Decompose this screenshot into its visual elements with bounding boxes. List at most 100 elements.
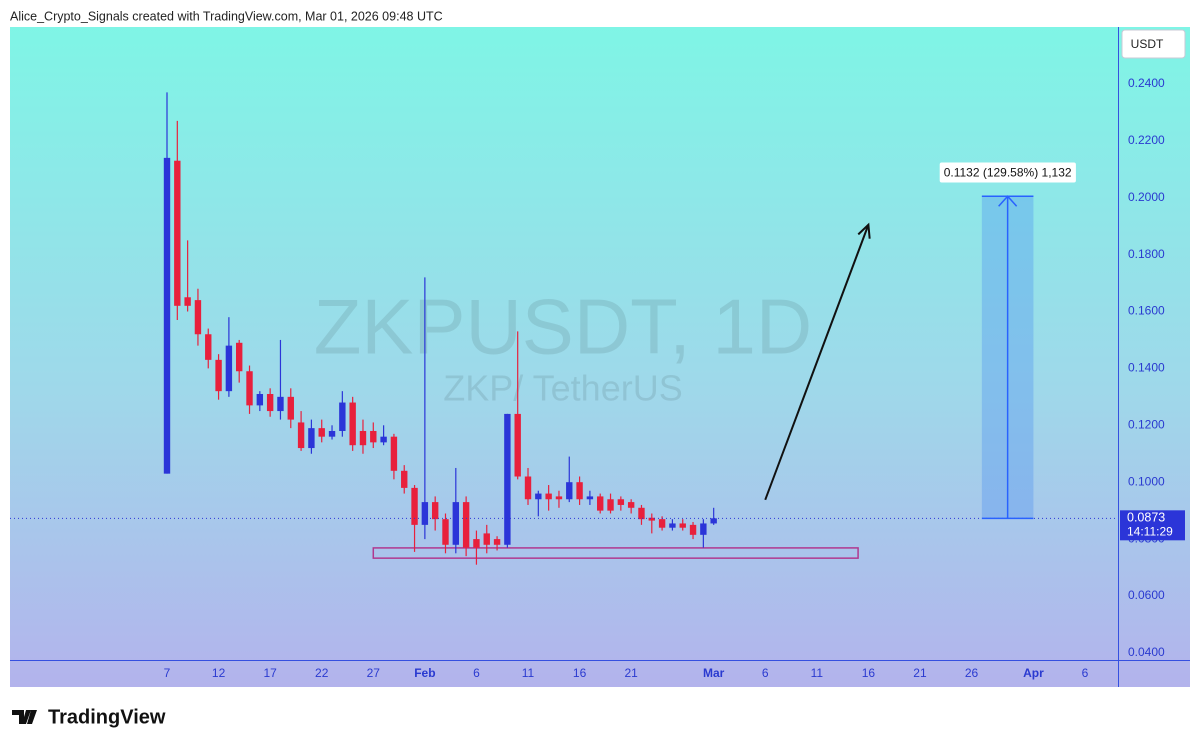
y-tick-label: 0.1600 — [1128, 304, 1165, 318]
y-tick-label: 0.2200 — [1128, 133, 1165, 147]
candle — [473, 530, 480, 565]
candle — [700, 519, 707, 548]
x-tick-label: Apr — [1023, 666, 1044, 680]
unit-box — [1121, 29, 1186, 59]
candle-body — [669, 523, 676, 528]
y-tick-label: 0.0600 — [1128, 588, 1165, 602]
candle — [297, 411, 305, 451]
candle-body — [256, 393, 264, 406]
candle-body — [359, 430, 367, 446]
candle-body — [277, 396, 284, 412]
x-tick-label: 22 — [315, 666, 329, 680]
candle-body — [555, 496, 563, 500]
candle-body — [401, 470, 408, 488]
candle — [318, 419, 325, 443]
candle — [483, 524, 490, 554]
candle — [452, 467, 460, 554]
candle — [308, 419, 315, 454]
candle-body — [576, 482, 583, 500]
y-tick-label: 0.2400 — [1128, 76, 1165, 90]
candle-body — [473, 539, 480, 548]
candle-body — [308, 428, 315, 449]
measure-label: 0.1132 (129.58%) 1,132 — [944, 165, 1072, 179]
candle-body — [627, 502, 635, 508]
measure-label-box — [939, 162, 1076, 183]
x-tick-label: 21 — [624, 666, 638, 680]
candle-body — [597, 496, 604, 511]
candle — [648, 513, 655, 534]
x-tick-label: 11 — [811, 666, 824, 680]
x-tick-label: 21 — [913, 666, 927, 680]
candle-body — [328, 430, 336, 437]
candle — [401, 465, 408, 494]
candle-body — [514, 413, 521, 477]
x-tick-label: 6 — [473, 666, 480, 680]
candle — [205, 328, 212, 369]
candle — [194, 288, 202, 346]
watermark-subtitle: ZKP/ TetherUS — [443, 368, 682, 409]
candle-body — [452, 502, 460, 545]
candle-body — [266, 393, 274, 412]
x-tick-label: 17 — [263, 666, 277, 680]
x-tick-label: Feb — [414, 666, 435, 680]
candle-body — [638, 507, 645, 520]
y-tick-label: 0.2000 — [1128, 190, 1165, 204]
candle — [163, 92, 171, 474]
header: Alice_Crypto_Signals created with Tradin… — [10, 9, 443, 23]
candle — [504, 413, 511, 548]
candle-body — [349, 402, 356, 446]
x-tick-label: 16 — [862, 666, 876, 680]
x-tick-label: 7 — [164, 666, 171, 680]
candle — [431, 496, 439, 531]
logo-text: TradingView — [48, 706, 166, 728]
candle — [359, 419, 367, 454]
price-label-box — [1120, 510, 1185, 541]
candle — [669, 519, 676, 531]
logo-icon — [12, 710, 37, 724]
candle-body — [174, 160, 181, 306]
candle-body — [194, 300, 202, 335]
candle — [370, 422, 377, 449]
watermark-title: ZKPUSDT, 1D — [314, 283, 812, 371]
countdown: 14:11:29 — [1127, 524, 1173, 538]
candle — [462, 496, 470, 557]
x-tick-label: 26 — [965, 666, 979, 680]
candle — [524, 467, 532, 505]
candle-body — [411, 487, 418, 525]
candle-body — [431, 502, 439, 520]
candle — [679, 519, 686, 531]
candle — [493, 536, 501, 551]
candle — [535, 490, 542, 517]
candle — [607, 493, 614, 514]
candle-body — [586, 496, 594, 500]
x-tick-label: 6 — [1082, 666, 1089, 680]
y-tick-label: 0.1400 — [1128, 361, 1165, 375]
candle-body — [442, 519, 449, 545]
y-tick-label: 0.1200 — [1128, 417, 1165, 431]
candle — [514, 331, 521, 480]
measure-arrow-head — [998, 195, 1018, 207]
x-tick-label: 6 — [762, 666, 769, 680]
support-zone — [372, 547, 859, 559]
candle-body — [535, 493, 542, 500]
candle-body — [318, 428, 325, 437]
candle-body — [648, 517, 655, 521]
candle-body — [215, 359, 222, 392]
candle-body — [236, 342, 243, 372]
candle — [236, 339, 243, 383]
candle — [617, 496, 625, 511]
candle — [597, 493, 604, 514]
candle — [225, 317, 233, 397]
y-tick-label: 0.1800 — [1128, 247, 1165, 261]
candle-body — [297, 422, 305, 449]
candle-body — [504, 413, 511, 545]
trend-arrow — [764, 224, 870, 501]
candle — [586, 490, 594, 505]
x-tick-label: 16 — [573, 666, 587, 680]
x-tick-label: 11 — [522, 666, 535, 680]
candle-body — [700, 523, 707, 535]
candle-body — [607, 499, 614, 511]
y-tick-label: 0.0400 — [1128, 645, 1165, 659]
